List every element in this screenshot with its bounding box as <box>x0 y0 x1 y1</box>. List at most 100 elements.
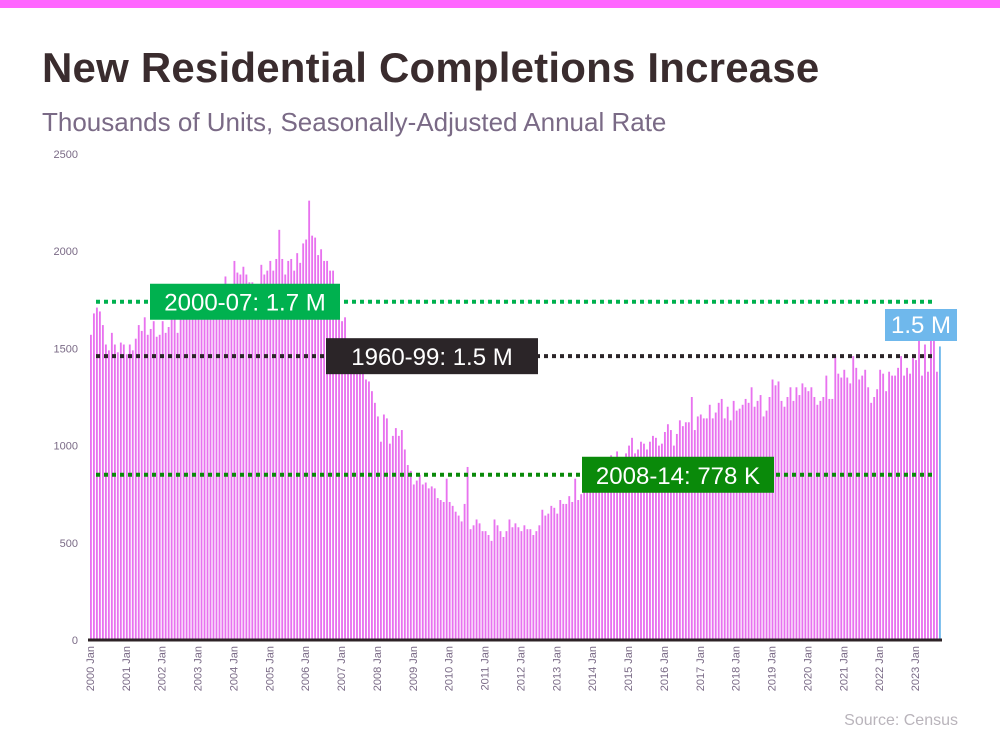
bar <box>927 371 929 640</box>
bar <box>436 498 439 640</box>
bar <box>137 325 140 640</box>
bar <box>655 437 657 640</box>
bar <box>475 519 478 640</box>
bar <box>696 416 699 640</box>
bar <box>359 362 361 640</box>
bar <box>771 379 774 640</box>
x-tick-label: 2016 Jan <box>659 646 671 691</box>
bar <box>669 430 672 640</box>
bar <box>780 400 783 640</box>
bar <box>176 332 179 640</box>
bar <box>520 531 523 640</box>
bar <box>394 428 397 640</box>
bar <box>765 410 768 640</box>
bar <box>481 531 484 640</box>
bar <box>610 455 613 640</box>
bar <box>269 260 272 640</box>
bar <box>604 465 607 640</box>
bar <box>663 431 666 640</box>
bar <box>487 535 490 640</box>
bar <box>687 422 690 640</box>
bar <box>221 290 224 640</box>
bar <box>828 398 831 640</box>
bar <box>511 527 514 640</box>
latest-value-box <box>885 309 957 341</box>
bar <box>592 484 595 640</box>
bar <box>532 535 535 640</box>
bar <box>693 430 696 640</box>
bar <box>442 501 445 640</box>
bar <box>885 391 888 640</box>
bar <box>912 358 914 640</box>
bar <box>678 420 681 640</box>
bar <box>260 264 263 640</box>
x-tick-label: 2010 Jan <box>444 646 456 691</box>
bar <box>143 317 146 640</box>
bar <box>170 317 173 640</box>
y-tick-label: 1000 <box>54 441 78 453</box>
bar <box>353 346 355 640</box>
bar <box>529 529 532 640</box>
bar <box>660 443 663 640</box>
bar <box>287 260 290 640</box>
bar <box>619 459 621 640</box>
bar <box>681 426 684 640</box>
bar <box>738 408 741 640</box>
bar <box>801 383 804 640</box>
bar <box>119 342 122 640</box>
bar <box>188 319 191 640</box>
bar <box>637 449 639 640</box>
bar <box>744 398 747 640</box>
bar <box>347 338 349 640</box>
bar <box>795 387 798 640</box>
bar <box>296 253 299 640</box>
bar <box>400 430 403 640</box>
bar <box>702 418 705 640</box>
bar <box>825 375 828 640</box>
bar <box>92 313 95 640</box>
bar <box>335 288 337 640</box>
bar <box>562 503 565 640</box>
x-tick-label: 2000 Jan <box>85 646 97 691</box>
bar <box>350 342 352 640</box>
bar <box>666 424 669 640</box>
bar <box>714 412 717 640</box>
bar <box>385 418 388 640</box>
bar <box>466 466 469 640</box>
bar <box>341 321 343 640</box>
bar <box>517 527 520 640</box>
bar <box>846 377 849 640</box>
bar <box>918 332 920 640</box>
bar <box>580 494 583 640</box>
bar <box>759 395 762 640</box>
bar <box>212 303 215 640</box>
bar <box>155 336 158 640</box>
bar <box>376 416 379 640</box>
bar <box>215 317 218 640</box>
reference-label-box <box>150 283 340 320</box>
x-tick-label: 2020 Jan <box>802 646 814 691</box>
bar <box>326 260 329 640</box>
bar <box>433 488 436 640</box>
bar <box>625 453 627 640</box>
bar <box>239 274 242 640</box>
bar <box>601 468 604 640</box>
bar <box>813 397 816 640</box>
bar <box>368 381 370 640</box>
bar-latest <box>939 346 941 640</box>
bar <box>478 523 481 640</box>
bar <box>131 350 134 640</box>
bar <box>873 397 876 640</box>
bar <box>732 400 735 640</box>
bar <box>843 369 846 640</box>
x-tick-label: 2007 Jan <box>336 646 348 691</box>
x-tick-label: 2023 Jan <box>910 646 922 691</box>
bar <box>311 235 314 640</box>
x-tick-label: 2006 Jan <box>300 646 312 691</box>
bar <box>107 350 110 640</box>
bar <box>227 309 230 640</box>
bar <box>646 449 648 640</box>
bar <box>110 332 113 640</box>
bar <box>831 398 834 640</box>
